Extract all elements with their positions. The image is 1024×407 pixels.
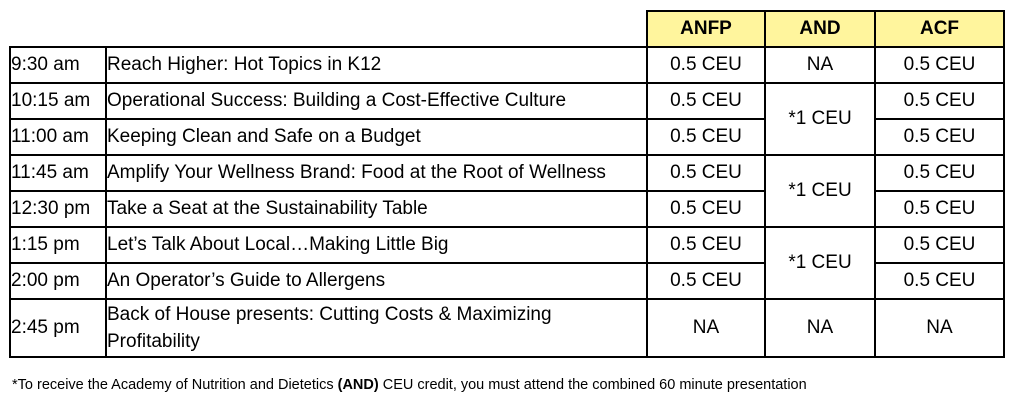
acf-credit: 0.5 CEU bbox=[874, 262, 1005, 300]
table-row: 12:30 pm Take a Seat at the Sustainabili… bbox=[9, 190, 1005, 228]
session-time: 10:15 am bbox=[9, 82, 107, 120]
acf-credit: 0.5 CEU bbox=[874, 46, 1005, 84]
session-title: Amplify Your Wellness Brand: Food at the… bbox=[105, 154, 648, 192]
and-credit: NA bbox=[764, 46, 876, 84]
table-row: 2:00 pm An Operator’s Guide to Allergens… bbox=[9, 262, 1005, 300]
session-title: Keeping Clean and Safe on a Budget bbox=[105, 118, 648, 156]
footnote: *To receive the Academy of Nutrition and… bbox=[12, 377, 807, 393]
acf-credit: 0.5 CEU bbox=[874, 190, 1005, 228]
table-row: 1:15 pm Let’s Talk About Local…Making Li… bbox=[9, 226, 1005, 300]
acf-credit: 0.5 CEU bbox=[874, 154, 1005, 192]
and-credit-combined: *1 CEU bbox=[764, 226, 876, 300]
header-anfp: ANFP bbox=[646, 10, 766, 48]
and-credit-combined: *1 CEU bbox=[764, 154, 876, 228]
table-row: 2:45 pm Back of House presents: Cutting … bbox=[9, 298, 1005, 358]
anfp-credit: 0.5 CEU bbox=[646, 82, 766, 120]
session-time: 1:15 pm bbox=[9, 226, 107, 264]
footnote-emphasis: (AND) bbox=[337, 377, 379, 393]
session-time: 9:30 am bbox=[9, 46, 107, 84]
acf-credit: 0.5 CEU bbox=[874, 226, 1005, 264]
anfp-credit: 0.5 CEU bbox=[646, 226, 766, 264]
session-title: Back of House presents: Cutting Costs & … bbox=[105, 298, 648, 358]
session-time: 11:45 am bbox=[9, 154, 107, 192]
acf-credit: NA bbox=[874, 298, 1005, 358]
and-credit: NA bbox=[764, 298, 876, 358]
table-row: 11:00 am Keeping Clean and Safe on a Bud… bbox=[9, 118, 1005, 156]
header-row: ANFP AND ACF bbox=[10, 10, 1005, 48]
anfp-credit: 0.5 CEU bbox=[646, 190, 766, 228]
session-title: Let’s Talk About Local…Making Little Big bbox=[105, 226, 648, 264]
acf-credit: 0.5 CEU bbox=[874, 118, 1005, 156]
session-time: 2:45 pm bbox=[9, 298, 107, 358]
anfp-credit: 0.5 CEU bbox=[646, 118, 766, 156]
anfp-credit: 0.5 CEU bbox=[646, 262, 766, 300]
table-row: 9:30 am Reach Higher: Hot Topics in K12 … bbox=[9, 46, 1005, 84]
acf-credit: 0.5 CEU bbox=[874, 82, 1005, 120]
session-time: 12:30 pm bbox=[9, 190, 107, 228]
footnote-text: *To receive the Academy of Nutrition and… bbox=[12, 377, 338, 393]
session-time: 11:00 am bbox=[9, 118, 107, 156]
session-time: 2:00 pm bbox=[9, 262, 107, 300]
anfp-credit: 0.5 CEU bbox=[646, 154, 766, 192]
header-acf: ACF bbox=[874, 10, 1005, 48]
session-title: An Operator’s Guide to Allergens bbox=[105, 262, 648, 300]
footnote-text-end: CEU credit, you must attend the combined… bbox=[378, 377, 807, 393]
table-row: 11:45 am Amplify Your Wellness Brand: Fo… bbox=[9, 154, 1005, 228]
header-spacer bbox=[10, 11, 647, 47]
table-row: 10:15 am Operational Success: Building a… bbox=[9, 82, 1005, 156]
and-credit-combined: *1 CEU bbox=[764, 82, 876, 156]
session-title: Reach Higher: Hot Topics in K12 bbox=[105, 46, 648, 84]
anfp-credit: 0.5 CEU bbox=[646, 46, 766, 84]
anfp-credit: NA bbox=[646, 298, 766, 358]
header-and: AND bbox=[764, 10, 876, 48]
ceu-schedule-table: ANFP AND ACF 9:30 am Reach Higher: Hot T… bbox=[9, 10, 1005, 358]
session-title: Operational Success: Building a Cost-Eff… bbox=[105, 82, 648, 120]
session-title: Take a Seat at the Sustainability Table bbox=[105, 190, 648, 228]
